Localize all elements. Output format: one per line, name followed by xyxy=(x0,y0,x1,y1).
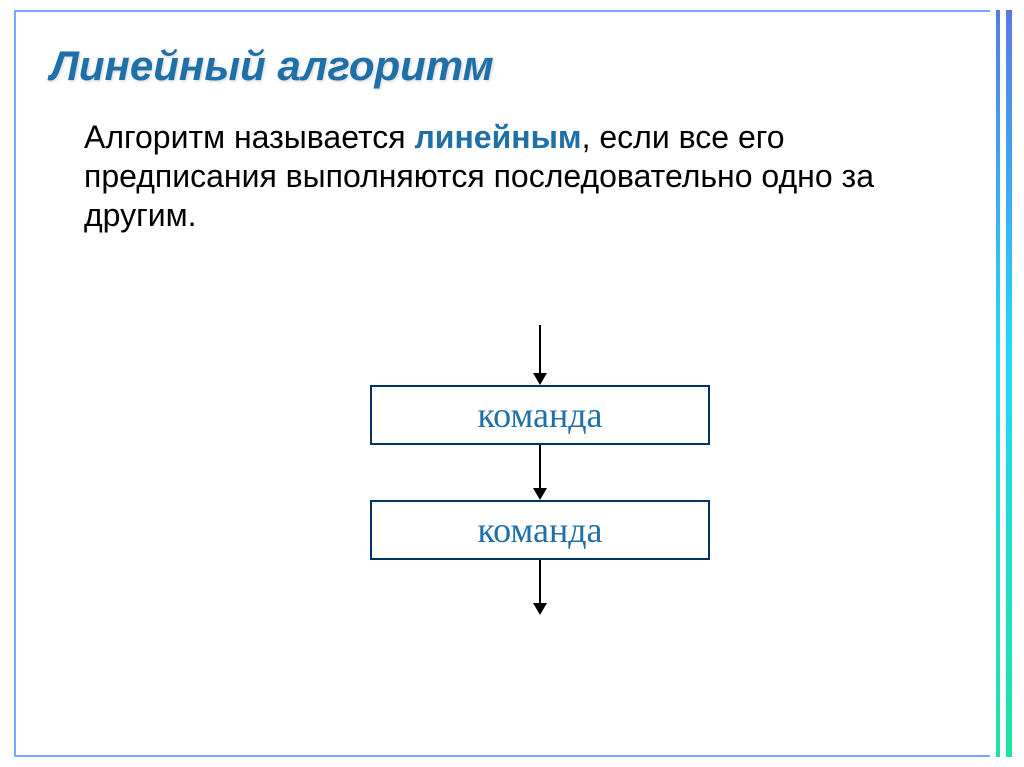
flow-arrow-head xyxy=(533,603,547,615)
frame-right-outer xyxy=(1006,10,1012,757)
frame-right-inner xyxy=(996,10,1000,757)
flowchart: команда команда xyxy=(50,325,964,655)
flow-node: команда xyxy=(370,385,710,445)
frame-left xyxy=(14,10,16,757)
slide-content: Линейный алгоритм Алгоритм называется ли… xyxy=(50,42,964,737)
flow-node: команда xyxy=(370,500,710,560)
flow-arrow-head xyxy=(533,488,547,500)
flow-node-label: команда xyxy=(477,394,602,436)
definition-paragraph: Алгоритм называется линейным, если все е… xyxy=(50,118,964,235)
flow-arrow-head xyxy=(533,373,547,385)
flow-arrow-line xyxy=(539,325,541,375)
flow-arrow-line xyxy=(539,560,541,605)
frame-bottom xyxy=(14,755,990,757)
flow-arrow-line xyxy=(539,445,541,490)
flow-node-label: команда xyxy=(477,509,602,551)
frame-top xyxy=(14,10,990,12)
definition-pre: Алгоритм называется xyxy=(84,119,414,155)
definition-keyword: линейным xyxy=(414,119,581,155)
page-title: Линейный алгоритм xyxy=(50,42,964,90)
